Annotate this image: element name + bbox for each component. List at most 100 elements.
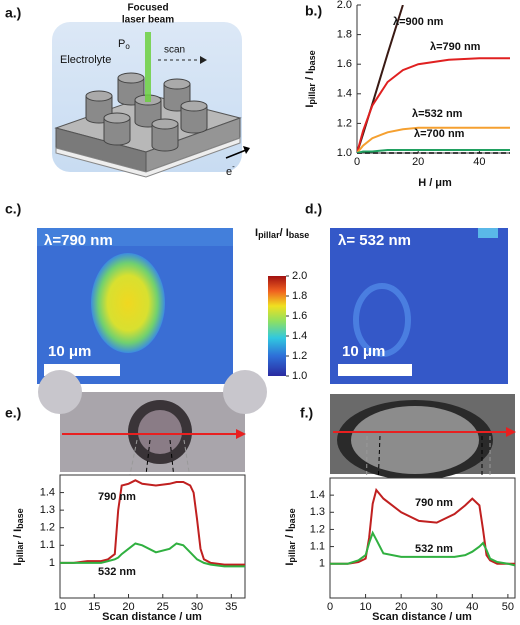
series-line [357, 149, 510, 153]
hot-spot [91, 253, 165, 353]
electron-arrowhead [243, 146, 250, 154]
schematic: a.) Focused laser beam Po scan Electroly… [5, 3, 250, 178]
series-line [330, 530, 515, 567]
label-part: / I [304, 71, 316, 83]
panel-label: f.) [300, 405, 313, 421]
series-label: λ=900 nm [393, 16, 444, 28]
axis-label: Ipillar / Ibase [304, 50, 317, 107]
label-part: I [12, 563, 24, 566]
y-tick-label: 1.0 [337, 147, 352, 159]
label-part: / I [284, 529, 296, 541]
y-tick-label: 1.1 [40, 539, 55, 551]
micrograph: f.) [300, 394, 516, 556]
series-line [357, 57, 510, 153]
y-tick-label: 1.8 [337, 29, 352, 41]
x-tick-label: 0 [327, 601, 333, 613]
label-part: I [284, 563, 296, 566]
y-tick-label: 1.1 [310, 540, 325, 552]
colorbar-tick-label: 2.0 [292, 270, 307, 282]
label-subscript: base [289, 230, 310, 240]
electron-arrow [225, 149, 247, 159]
label-part: I [304, 105, 316, 108]
y-tick-label: 1.4 [337, 88, 352, 100]
series-label: λ=790 nm [430, 41, 481, 53]
y-tick-label: 1.2 [40, 522, 55, 534]
beam-label: laser beam [122, 15, 174, 26]
series-label: 532 nm [415, 543, 453, 555]
micrograph: e.) [5, 370, 267, 546]
pillars [85, 72, 208, 152]
label-part: / I [280, 227, 289, 239]
series-label: λ=532 nm [412, 108, 463, 120]
label-part: I [255, 227, 258, 239]
power-label: Po [118, 38, 130, 51]
label-subscript: base [307, 50, 317, 71]
colorbar-tick-label: 1.8 [292, 290, 307, 302]
y-tick-label: 2.0 [337, 0, 352, 11]
x-tick-label: 35 [225, 601, 237, 613]
x-tick-label: 40 [466, 601, 478, 613]
panel-label: b.) [305, 3, 322, 19]
scale-bar [338, 364, 412, 376]
y-tick-label: 1.2 [310, 523, 325, 535]
x-axis-label: Scan distance / um [372, 611, 472, 623]
axis-label: Ipillar / Ibase [12, 508, 25, 565]
panel-label: c.) [5, 201, 21, 217]
pillar-top [351, 406, 479, 474]
label-subscript: pillar [258, 230, 280, 240]
series-label: 790 nm [415, 497, 453, 509]
series-line [60, 542, 245, 568]
label-subscript: pillar [307, 83, 317, 105]
x-tick-label: 20 [412, 156, 424, 168]
x-tick-label: 20 [395, 601, 407, 613]
wavelength-label: λ= 532 nm [338, 232, 411, 249]
substrate [55, 137, 241, 178]
wavelength-label: λ=790 nm [44, 232, 113, 249]
axis-label: Ipillar/ Ibase [255, 227, 309, 240]
x-tick-label: 10 [54, 601, 66, 613]
label-subscript: base [287, 508, 297, 529]
series-line [60, 479, 245, 566]
y-tick-label: 1.2 [337, 117, 352, 129]
scan-arrowhead [236, 429, 246, 439]
panel-label: d.) [305, 201, 322, 217]
scale-bar-label: 10 μm [342, 343, 385, 360]
series-label: λ=700 nm [414, 128, 465, 140]
laser-beam [145, 32, 151, 102]
y-tick-label: 1 [319, 558, 325, 570]
x-axis-label: H / μm [418, 177, 452, 189]
x-tick-label: 50 [502, 601, 514, 613]
x-tick-label: 10 [359, 601, 371, 613]
y-tick-label: 1.4 [40, 486, 55, 498]
series-label: 532 nm [98, 566, 136, 578]
colorbar-tick-label: 1.0 [292, 370, 307, 382]
y-tick-label: 1.4 [310, 489, 325, 501]
x-axis-label: Scan distance / um [102, 611, 202, 623]
x-tick-label: 15 [88, 601, 100, 613]
heatmap: d.) λ= 532 nm 10 μm [305, 201, 508, 384]
power-sub: o [125, 42, 130, 51]
series-label: 790 nm [98, 491, 136, 503]
pillar-edge [223, 370, 267, 414]
colorbar-tick-label: 1.4 [292, 330, 307, 342]
electrolyte-label: Electrolyte [60, 54, 111, 66]
series-line [357, 126, 510, 153]
scan-label: scan [164, 45, 185, 56]
label-subscript: pillar [287, 541, 297, 563]
label-subscript: base [15, 508, 25, 529]
y-tick-label: 1 [49, 557, 55, 569]
y-tick-label: 1.3 [40, 504, 55, 516]
scan-arrowhead [200, 56, 207, 64]
x-tick-label: 40 [473, 156, 485, 168]
hot-pixel [478, 228, 498, 238]
scan-arrowhead [506, 427, 516, 437]
pillar-edge [38, 370, 82, 414]
y-tick-label: 1.6 [337, 58, 352, 70]
label-subscript: pillar [15, 541, 25, 563]
electron-label: e- [226, 162, 235, 178]
colorbar [268, 276, 286, 376]
heatmap-band [37, 228, 233, 246]
label-part: / I [12, 529, 24, 541]
